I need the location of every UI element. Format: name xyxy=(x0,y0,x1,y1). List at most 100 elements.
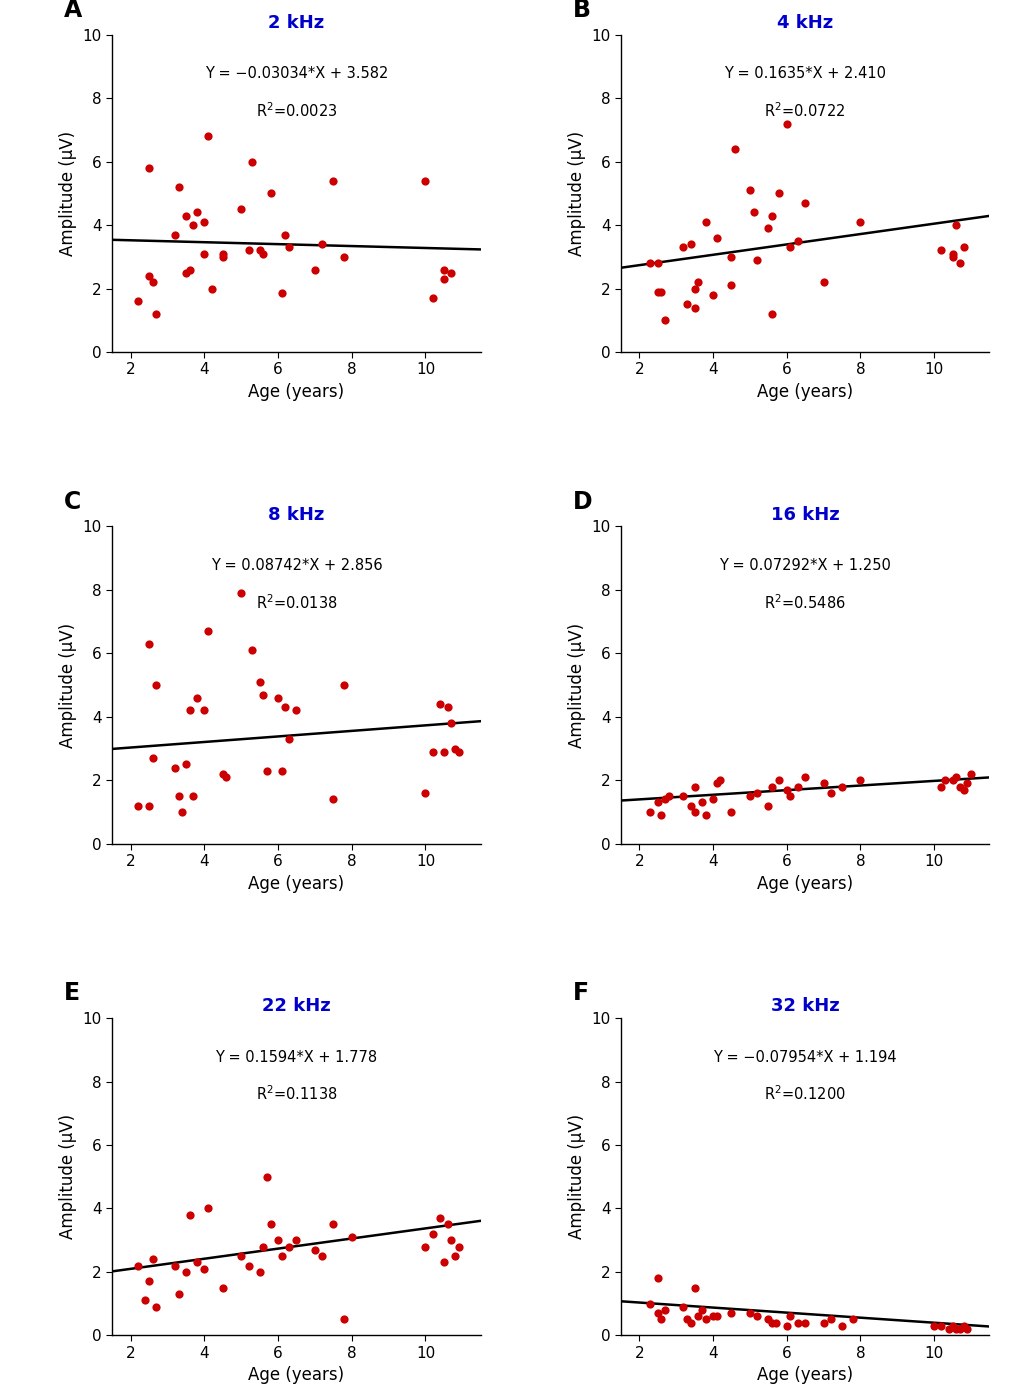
Point xyxy=(141,794,157,817)
Point xyxy=(951,252,967,274)
Point xyxy=(686,801,702,823)
Point xyxy=(255,683,271,705)
Point xyxy=(656,1299,673,1321)
Point xyxy=(704,284,720,306)
Title: 16 kHz: 16 kHz xyxy=(770,505,839,523)
Point xyxy=(686,296,702,319)
Point xyxy=(932,1314,949,1337)
Point xyxy=(184,785,201,807)
Text: E: E xyxy=(64,982,81,1006)
Point xyxy=(708,1305,725,1327)
Point xyxy=(682,1312,698,1334)
Point xyxy=(240,1255,257,1277)
X-axis label: Age (years): Age (years) xyxy=(249,383,344,401)
Point xyxy=(273,759,289,782)
X-axis label: Age (years): Age (years) xyxy=(756,383,852,401)
Point xyxy=(177,1260,194,1283)
Point xyxy=(679,294,695,316)
Point xyxy=(782,785,798,807)
Point xyxy=(649,1267,665,1289)
Point xyxy=(129,1255,146,1277)
Point xyxy=(741,785,757,807)
Point xyxy=(660,785,677,807)
Point xyxy=(822,1309,839,1331)
Point xyxy=(424,740,440,762)
Text: R$^2$=0.1200: R$^2$=0.1200 xyxy=(763,1085,845,1103)
Point xyxy=(189,202,205,224)
Point xyxy=(782,1305,798,1327)
Point xyxy=(932,239,949,262)
Point xyxy=(435,740,451,762)
Point xyxy=(852,769,868,791)
Point xyxy=(214,242,230,264)
Point xyxy=(145,747,161,769)
Point xyxy=(951,1317,967,1340)
Point xyxy=(325,789,341,811)
Point xyxy=(796,766,812,789)
Point xyxy=(325,170,341,192)
Point xyxy=(947,1317,963,1340)
Point xyxy=(944,246,960,268)
Point xyxy=(656,789,673,811)
Point xyxy=(189,1252,205,1274)
X-axis label: Age (years): Age (years) xyxy=(756,1366,852,1384)
Point xyxy=(232,198,249,220)
Point xyxy=(697,1309,713,1331)
Point xyxy=(679,1309,695,1331)
Point xyxy=(270,687,286,709)
Point xyxy=(424,287,440,309)
Point xyxy=(181,700,198,722)
Point xyxy=(435,1252,451,1274)
Point xyxy=(214,246,230,268)
Point xyxy=(642,1292,658,1314)
Point xyxy=(708,227,725,249)
Point xyxy=(280,236,297,259)
X-axis label: Age (years): Age (years) xyxy=(249,1366,344,1384)
Point xyxy=(148,1295,164,1317)
Point xyxy=(277,696,293,718)
Point xyxy=(649,791,665,814)
Point xyxy=(181,1203,198,1225)
Point xyxy=(446,1245,463,1267)
Point xyxy=(748,1305,764,1327)
Point xyxy=(796,192,812,214)
Point xyxy=(174,801,191,823)
Point xyxy=(170,1283,186,1305)
Point xyxy=(307,1238,323,1260)
Point xyxy=(141,264,157,287)
Point xyxy=(704,789,720,811)
Y-axis label: Amplitude (μV): Amplitude (μV) xyxy=(59,1114,76,1239)
Point xyxy=(129,291,146,313)
Point xyxy=(704,1305,720,1327)
Point xyxy=(722,1302,739,1324)
Point xyxy=(259,759,275,782)
Point xyxy=(244,150,260,172)
Point xyxy=(273,282,289,305)
Point xyxy=(273,1245,289,1267)
Text: Y = 0.1635*X + 2.410: Y = 0.1635*X + 2.410 xyxy=(723,67,886,82)
Point xyxy=(439,1213,455,1235)
Point xyxy=(196,700,212,722)
Point xyxy=(288,700,305,722)
Point xyxy=(148,675,164,697)
Point xyxy=(442,712,459,734)
Point xyxy=(252,239,268,262)
Point xyxy=(262,182,278,204)
Text: Y = −0.07954*X + 1.194: Y = −0.07954*X + 1.194 xyxy=(712,1050,896,1066)
Point xyxy=(936,769,953,791)
Text: F: F xyxy=(573,982,588,1006)
Point xyxy=(955,1314,971,1337)
Point xyxy=(759,794,775,817)
Point xyxy=(177,262,194,284)
Point xyxy=(200,125,216,147)
Point xyxy=(325,1213,341,1235)
Point xyxy=(280,727,297,750)
Point xyxy=(214,1277,230,1299)
Point xyxy=(770,182,787,204)
Point xyxy=(232,1245,249,1267)
Point xyxy=(642,801,658,823)
Point xyxy=(932,775,949,797)
Point xyxy=(693,1299,709,1321)
Point xyxy=(944,242,960,264)
Point xyxy=(446,737,463,759)
